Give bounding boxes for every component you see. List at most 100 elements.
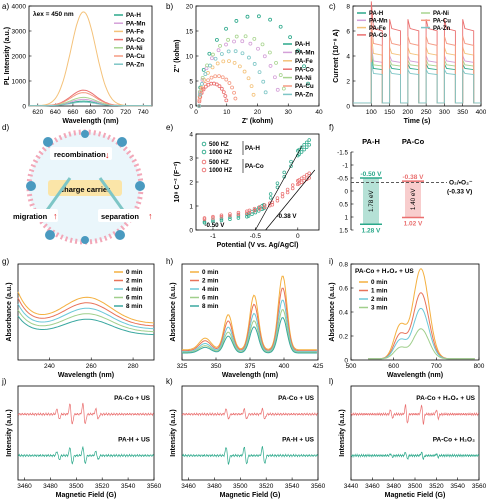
x-tick-label: 3500 (69, 483, 84, 490)
epr-series-label: PA-Co + US (278, 395, 314, 402)
cluster-icon (117, 137, 127, 147)
photocurrent-pa-zn (353, 62, 481, 104)
cb-label: -0.38 V (403, 174, 425, 181)
y-axis-label: Absorbance (a.u.) (170, 282, 177, 341)
x-tick-label: 375 (245, 363, 256, 370)
epr-series-label: PA-Co + US (114, 395, 150, 402)
mott-schottky-point (280, 194, 285, 199)
nyquist-point (243, 34, 248, 39)
absorbance-curve (17, 291, 155, 324)
panel-label: i) (329, 257, 334, 266)
x-tick-label: 500 (346, 363, 357, 370)
mott-schottky-point (228, 213, 232, 218)
dpbf-curve (182, 309, 317, 353)
mott-schottky-point (211, 218, 215, 222)
x-tick-label: 3480 (43, 483, 58, 490)
recombination-arrow: ↓ (105, 150, 110, 160)
panel-h: h) 325 350 375 400 425 Wavelength (nm) Absorban… (166, 257, 324, 379)
separation-arrow-icon (98, 177, 127, 214)
legend-entry: PA-Fe (369, 26, 387, 32)
mott-schottky-point (219, 216, 224, 221)
nyquist-point (240, 51, 245, 56)
y-tick-label: 0 (344, 188, 348, 195)
nyquist-point (214, 82, 219, 87)
panel-label: g) (2, 257, 9, 266)
x-tick-label: 0 (194, 109, 198, 116)
epr-spectrum (181, 446, 318, 465)
nyquist-point (240, 39, 245, 44)
nyquist-point (214, 37, 219, 42)
plot-frame (17, 263, 155, 361)
panel-label-d: d) (2, 123, 9, 132)
x-axis-label: Wavelength (nm) (62, 118, 118, 125)
y-tick-label: -1 (342, 162, 348, 169)
nyquist-point (197, 99, 202, 104)
flatband-annotation-pa-co: -0.38 V (277, 213, 298, 220)
nyquist-point (221, 59, 226, 64)
y-tick-label: 0 (346, 103, 350, 110)
legend-entry: 0 min (371, 279, 388, 286)
legend-entry: 1000 HZ (209, 150, 232, 156)
pl-curve-pa-zn (29, 101, 152, 107)
x-tick-label: 3460 (181, 483, 196, 490)
nyquist-point (210, 56, 214, 61)
tmb-curve (368, 307, 475, 360)
mott-schottky-point (307, 138, 311, 142)
nyquist-point (256, 14, 261, 19)
y-tick-label: 0.4 (339, 309, 348, 316)
excitation-annotation: λex = 450 nm (33, 10, 74, 18)
y-tick-label: 0.5 (339, 201, 348, 208)
x-tick-label: 680 (85, 109, 96, 116)
panel-j: j) 3460 3480 3500 3520 3540 3560 Magnetic Field… (1, 377, 162, 499)
mott-schottky-point (285, 190, 290, 195)
nyquist-point (224, 77, 229, 82)
nyquist-point (204, 66, 209, 71)
y-tick-label: 0 (22, 103, 26, 110)
nyquist-point (234, 34, 239, 39)
y-tick-label: 5 (189, 78, 193, 85)
redox-ref-value: (-0.33 V) (447, 188, 472, 195)
x-axis-label: Magnetic Field (G) (56, 492, 117, 499)
x-tick-label: 300 (439, 109, 450, 116)
nyquist-point (232, 90, 236, 95)
nyquist-point (262, 54, 267, 59)
cb-label: -0.50 V (361, 171, 383, 178)
mott-schottky-point (252, 206, 257, 211)
x-tick-label: 20 (254, 109, 262, 116)
y-tick-label: 1 (344, 214, 348, 221)
migration-up-arrow: ↑ (53, 211, 58, 221)
y-tick-label: 20 (186, 3, 194, 10)
x-tick-label: 740 (138, 109, 149, 116)
x-tick-label: 3500 (408, 483, 423, 490)
legend-entry: PA-H (295, 41, 310, 48)
nyquist-point (227, 59, 231, 64)
nyquist-point (268, 17, 273, 22)
nyquist-point (306, 81, 310, 86)
nyquist-point (207, 51, 212, 56)
mott-schottky-point (307, 143, 311, 147)
x-tick-label: 260 (86, 363, 97, 370)
mott-schottky-point (268, 196, 273, 200)
legend-entry: PA-Fe (126, 29, 144, 36)
cluster-icon (43, 137, 53, 147)
mott-schottky-point (304, 177, 309, 182)
legend-entry: PA-Mn (126, 20, 146, 27)
legend-entry: PA-Ni (126, 45, 143, 52)
x-tick-label: 280 (128, 363, 139, 370)
y-tick-label: 4 (346, 53, 350, 60)
mott-schottky-point (236, 212, 241, 217)
nyquist-point (213, 56, 218, 61)
panel-b: b) 0 10 20 30 40 0 5 10 15 20 Z' (kohm) Z'' (kohm) PA… (166, 2, 323, 125)
vb-label: 1.02 V (404, 221, 423, 228)
x-tick-label: 425 (313, 363, 324, 370)
legend-entry: 2 min (371, 296, 388, 303)
x-tick-label: 3520 (259, 483, 274, 490)
panel-a: a) 620 640 660 680 700 720 740 0 1000 2000 3000 4000… (2, 2, 153, 125)
legend-entry: PA-Zn (126, 61, 144, 68)
x-axis-label: Magnetic Field (G) (220, 492, 281, 499)
nyquist-point (218, 44, 222, 48)
panel-i: i) 500 600 700 800 0 0.2 0.4 0.6 0.8 Wavelength (n… (329, 257, 485, 379)
mott-schottky-point (304, 140, 309, 145)
nyquist-point (217, 74, 221, 78)
nyquist-point (210, 65, 215, 70)
